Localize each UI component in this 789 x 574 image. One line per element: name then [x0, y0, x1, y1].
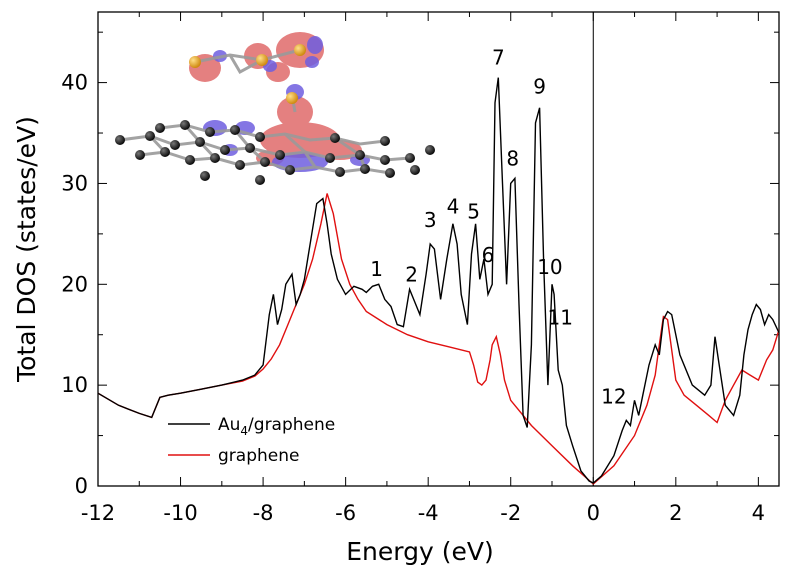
y-tick-label: 30 [61, 171, 88, 195]
x-tick-label: -4 [418, 501, 439, 525]
legend-slash-graphene: /graphene [248, 415, 335, 435]
peak-label: 3 [424, 208, 437, 232]
y-tick-label: 40 [61, 71, 88, 95]
y-tick-label: 10 [61, 373, 88, 397]
legend: Au4/graphene graphene [168, 415, 335, 466]
x-axis-title: Energy (eV) [346, 537, 493, 566]
y-axis-title: Total DOS (states/eV) [12, 116, 41, 383]
x-tick-label: -10 [163, 501, 197, 525]
peak-label: 1 [370, 257, 383, 281]
y-tick-labels: 0 10 20 30 40 [61, 71, 88, 498]
x-tick-label: 2 [669, 501, 682, 525]
gold-atoms [189, 44, 306, 104]
legend-subscript: 4 [240, 424, 248, 438]
x-tick-label: 4 [752, 501, 765, 525]
legend-au-symbol: Au [218, 415, 240, 435]
x-tick-labels: -12 -10 -8 -6 -4 -2 0 2 4 [81, 501, 765, 525]
axis-ticks [97, 12, 779, 487]
y-tick-label: 20 [61, 272, 88, 296]
plot-frame [97, 11, 780, 487]
peak-label: 5 [467, 200, 480, 224]
peak-label: 12 [601, 384, 626, 408]
series-line-au4-graphene [98, 77, 779, 484]
carbon-atoms [115, 120, 435, 185]
legend-label-au4-graphene: Au4/graphene [218, 415, 335, 438]
y-tick-label: 0 [75, 474, 88, 498]
peak-label: 6 [482, 243, 495, 267]
x-tick-label: -8 [253, 501, 274, 525]
peak-label: 4 [447, 195, 460, 219]
series-line-graphene [98, 193, 779, 485]
peak-label: 8 [506, 146, 519, 170]
au4-graphene-charge-density-icon [115, 32, 435, 185]
peak-label: 11 [548, 306, 573, 330]
x-tick-label: -12 [81, 501, 115, 525]
peak-label: 2 [405, 262, 418, 286]
x-tick-label: -6 [335, 501, 356, 525]
peak-label: 7 [492, 45, 505, 69]
legend-label-graphene: graphene [218, 446, 299, 466]
x-tick-label: -2 [500, 501, 521, 525]
peak-label: 10 [537, 255, 562, 279]
x-tick-label: 0 [587, 501, 600, 525]
peak-label: 9 [533, 75, 546, 99]
